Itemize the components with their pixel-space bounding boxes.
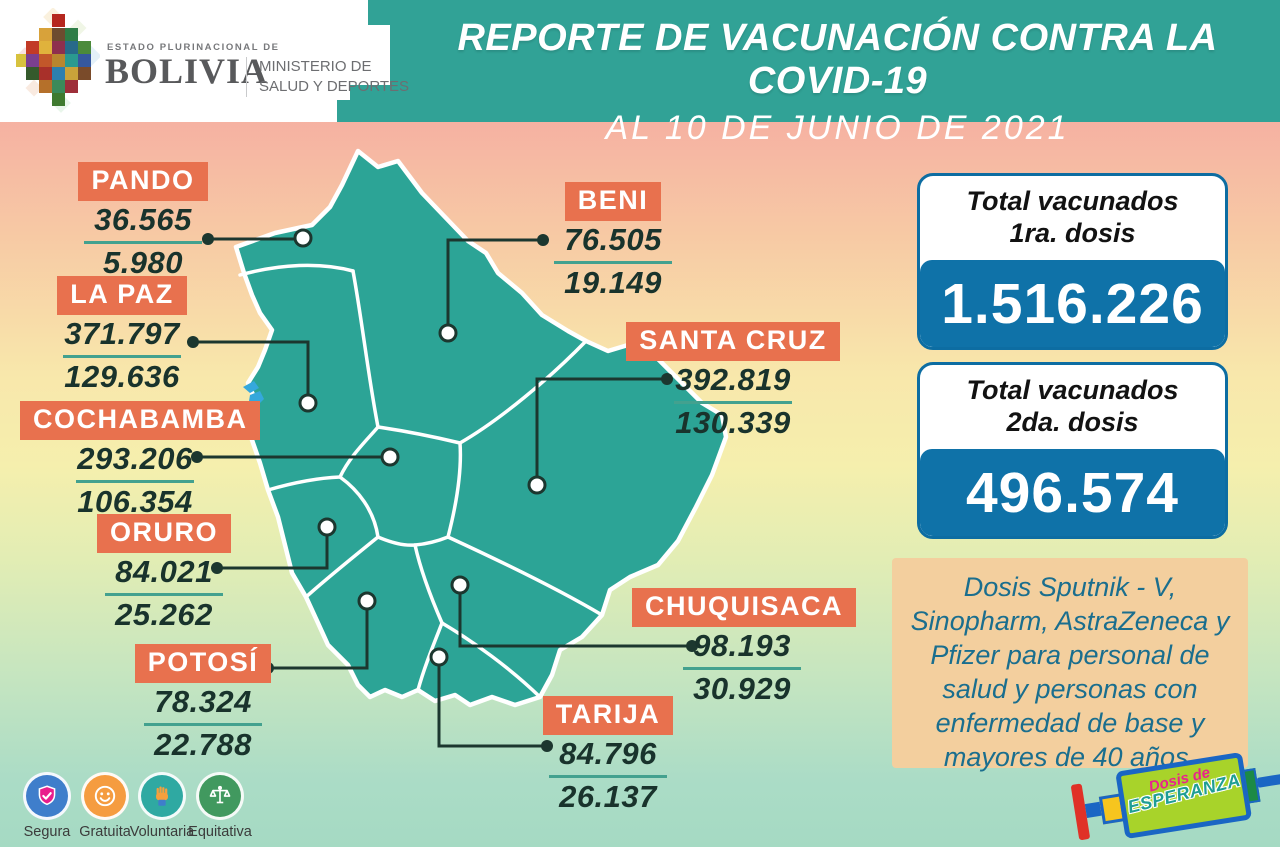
dose-separator (554, 260, 672, 264)
vaccine-info-note: Dosis Sputnik - V, Sinopharm, AstraZenec… (892, 558, 1248, 772)
principle-label: Gratuita (79, 824, 131, 840)
dose1-value: 84.021 (115, 554, 213, 589)
total-label-line2: 1ra. dosis (1009, 218, 1136, 248)
dose-separator (105, 592, 223, 596)
dose1-value: 392.819 (675, 362, 791, 397)
header-step-1 (337, 0, 350, 100)
total-first-dose-value: 1.516.226 (920, 260, 1225, 347)
dept-name: ORURO (97, 514, 231, 553)
total-first-dose-box: Total vacunados 1ra. dosis 1.516.226 (917, 173, 1228, 350)
syringe-body-icon: Dosis de ESPERANZA (1115, 751, 1253, 840)
callout-connectors (193, 237, 692, 748)
dept-name: POTOSÍ (134, 644, 272, 683)
dose1-value: 78.324 (154, 684, 252, 719)
total-second-dose-label: Total vacunados 2da. dosis (920, 365, 1225, 449)
scales-icon (196, 772, 244, 820)
dept-name: LA PAZ (57, 276, 187, 315)
dose-separator (674, 400, 792, 404)
dose2-value: 130.339 (675, 404, 791, 440)
bolivia-mosaic-logo (16, 8, 100, 113)
dose-separator (84, 240, 202, 244)
dose2-value: 26.137 (559, 778, 657, 814)
total-label-line1: Total vacunados (966, 186, 1179, 217)
principle-gratuita: Gratuita (69, 772, 141, 840)
total-label-line1: Total vacunados (966, 375, 1179, 406)
principle-segura: Segura (11, 772, 83, 840)
shield-check-icon (23, 772, 71, 820)
dose-separator (144, 722, 262, 726)
dose-separator (76, 479, 194, 483)
logo-small-caps: ESTADO PLURINACIONAL DE (107, 42, 280, 53)
dept-name: TARIJA (542, 696, 674, 735)
callout-santa-cruz: SANTA CRUZ 392.819 130.339 (623, 322, 843, 439)
total-label-line2: 2da. dosis (1006, 407, 1139, 437)
dose2-value: 22.788 (154, 726, 252, 762)
principle-label: Equitativa (188, 824, 252, 840)
dose2-value: 5.980 (102, 244, 184, 280)
dose2-value: 25.262 (115, 596, 213, 632)
principle-label: Voluntaria (129, 824, 195, 840)
header-bar: ESTADO PLURINACIONAL DE BOLIVIA MINISTER… (0, 0, 1280, 147)
raised-hand-icon (138, 772, 186, 820)
dose2-value: 129.636 (64, 358, 180, 394)
dept-name: SANTA CRUZ (626, 322, 840, 361)
dose2-value: 19.149 (564, 264, 662, 300)
callout-dots (187, 233, 698, 752)
dose1-value: 293.206 (77, 441, 193, 476)
dose-separator (683, 666, 801, 670)
total-second-dose-value: 496.574 (920, 449, 1225, 536)
callout-cochabamba: COCHABAMBA 293.206 106.354 (20, 401, 261, 519)
ministry-name: MINISTERIO DE SALUD Y DEPORTES (246, 57, 409, 97)
dept-name: PANDO (78, 162, 208, 201)
dose1-value: 76.505 (564, 222, 662, 257)
dept-name: BENI (564, 182, 662, 221)
callout-chuquisaca: CHUQUISACA 98.193 30.929 (632, 588, 857, 706)
department-borders (238, 263, 604, 699)
dose2-value: 30.929 (693, 670, 791, 706)
map-markers (293, 228, 547, 667)
dose-separator (549, 774, 667, 778)
principle-voluntaria: Voluntaria (126, 772, 198, 840)
smiley-icon (81, 772, 129, 820)
callout-pando: PANDO 36.565 5.980 (33, 162, 253, 279)
callout-oruro: ORURO 84.021 25.262 (54, 514, 274, 631)
dose-separator (63, 354, 181, 358)
callout-tarija: TARIJA 84.796 26.137 (498, 696, 718, 813)
callout-la-paz: LA PAZ 371.797 129.636 (12, 276, 232, 393)
callout-beni: BENI 76.505 19.149 (503, 182, 723, 299)
principle-label: Segura (23, 824, 71, 840)
callout-potosi: POTOSÍ 78.324 22.788 (93, 644, 313, 761)
header-step-2 (350, 0, 368, 85)
total-second-dose-box: Total vacunados 2da. dosis 496.574 (917, 362, 1228, 539)
dose1-value: 36.565 (94, 202, 192, 237)
dept-name: CHUQUISACA (632, 588, 857, 627)
principle-equitativa: Equitativa (184, 772, 256, 840)
total-first-dose-label: Total vacunados 1ra. dosis (920, 176, 1225, 260)
dose1-value: 371.797 (64, 316, 180, 351)
dose1-value: 84.796 (559, 736, 657, 771)
report-title: REPORTE DE VACUNACIÓN CONTRA LA COVID-19 (457, 17, 1218, 102)
logo-country-name: BOLIVIA (105, 51, 269, 91)
report-date: AL 10 DE JUNIO DE 2021 (605, 109, 1070, 147)
dept-name: COCHABAMBA (20, 401, 261, 440)
dose2-value: 106.354 (77, 483, 193, 519)
header-step-3 (368, 25, 390, 85)
dose1-value: 98.193 (693, 628, 791, 663)
syringe-needle-icon (1256, 773, 1280, 788)
